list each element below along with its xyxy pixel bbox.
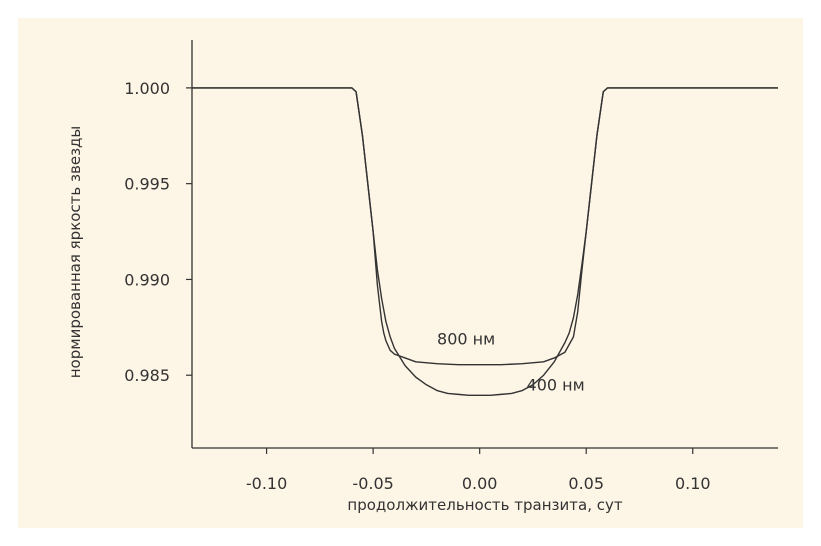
y-axis-title: нормированная яркость звезды bbox=[66, 126, 84, 379]
x-axis-ticks: -0.10 -0.05 0.00 0.05 0.10 bbox=[246, 448, 711, 493]
y-tick-label: 0.990 bbox=[124, 270, 170, 289]
axes bbox=[191, 40, 778, 449]
x-tick-label: 0.10 bbox=[675, 474, 711, 493]
y-tick-label: 0.995 bbox=[124, 175, 170, 194]
series-line-2 bbox=[192, 87, 778, 397]
chart-frame: 1.000 0.995 0.990 0.985 -0.10 -0.05 0.00 0.05 0… bbox=[18, 18, 803, 528]
series-line-1 bbox=[192, 87, 778, 366]
series-group: 800 нм 400 нм bbox=[192, 87, 778, 397]
y-axis-ticks: 1.000 0.995 0.990 0.985 bbox=[124, 79, 192, 385]
y-tick-label: 1.000 bbox=[124, 79, 170, 98]
x-tick-label: -0.05 bbox=[352, 474, 393, 493]
x-tick-label: 0.05 bbox=[568, 474, 604, 493]
x-tick-label: 0.00 bbox=[462, 474, 498, 493]
x-axis-title: продолжительность транзита, сут bbox=[347, 496, 622, 514]
series-label-1: 800 нм bbox=[437, 330, 495, 349]
series-label-2: 400 нм bbox=[527, 376, 585, 395]
transit-light-curve-chart: 1.000 0.995 0.990 0.985 -0.10 -0.05 0.00 0.05 0… bbox=[66, 40, 778, 514]
x-tick-label: -0.10 bbox=[246, 474, 287, 493]
y-tick-label: 0.985 bbox=[124, 366, 170, 385]
